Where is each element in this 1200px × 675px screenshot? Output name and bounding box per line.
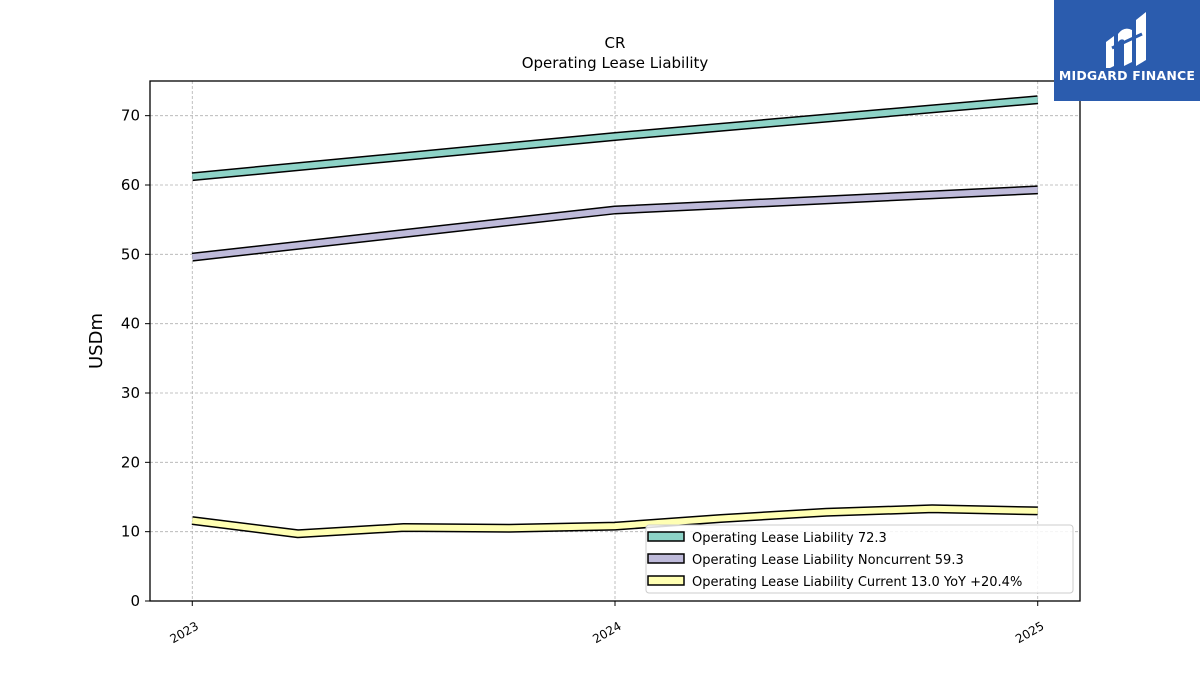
brand-logo: MIDGARD FINANCE [1054, 0, 1200, 101]
legend-item: Operating Lease Liability 72.3 [647, 531, 887, 546]
brand-name: MIDGARD FINANCE [1058, 68, 1196, 83]
x-axis-ticks: 2023 2024 2025 [168, 601, 1046, 646]
legend: Operating Lease Liability 72.3 Operating … [645, 524, 1074, 594]
legend-item: Operating Lease Liability Current 13.0 Y… [647, 575, 1022, 590]
y-tick-label: 70 [121, 107, 140, 125]
legend-swatch [647, 553, 685, 564]
y-tick-label: 0 [130, 592, 140, 610]
series-3 [191, 504, 1038, 539]
y-tick-label: 20 [121, 453, 140, 471]
y-tick-label: 60 [121, 176, 140, 194]
x-tick-label: 2023 [168, 619, 201, 646]
legend-swatch [647, 531, 685, 542]
y-axis-label: USDm [86, 313, 107, 369]
chart-subtitle: Operating Lease Liability [522, 54, 709, 72]
midgard-logo-icon [1106, 12, 1146, 68]
series-lines [191, 95, 1039, 539]
y-tick-label: 40 [121, 315, 140, 333]
y-tick-label: 30 [121, 384, 140, 402]
x-tick-label: 2024 [590, 619, 623, 646]
legend-swatch [647, 575, 685, 586]
x-tick-label: 2025 [1013, 619, 1046, 646]
legend-box [645, 524, 1074, 594]
y-tick-label: 10 [121, 523, 140, 541]
legend-label: Operating Lease Liability Current 13.0 Y… [692, 575, 1022, 590]
y-axis-ticks: 0 10 20 30 40 50 60 70 [121, 107, 150, 610]
y-tick-label: 50 [121, 245, 140, 263]
legend-label: Operating Lease Liability Noncurrent 59.… [692, 553, 964, 568]
series-1 [191, 95, 1039, 182]
legend-item: Operating Lease Liability Noncurrent 59.… [647, 553, 964, 568]
chart-title: CR [605, 34, 626, 52]
series-2 [191, 185, 1038, 262]
legend-label: Operating Lease Liability 72.3 [692, 531, 887, 546]
